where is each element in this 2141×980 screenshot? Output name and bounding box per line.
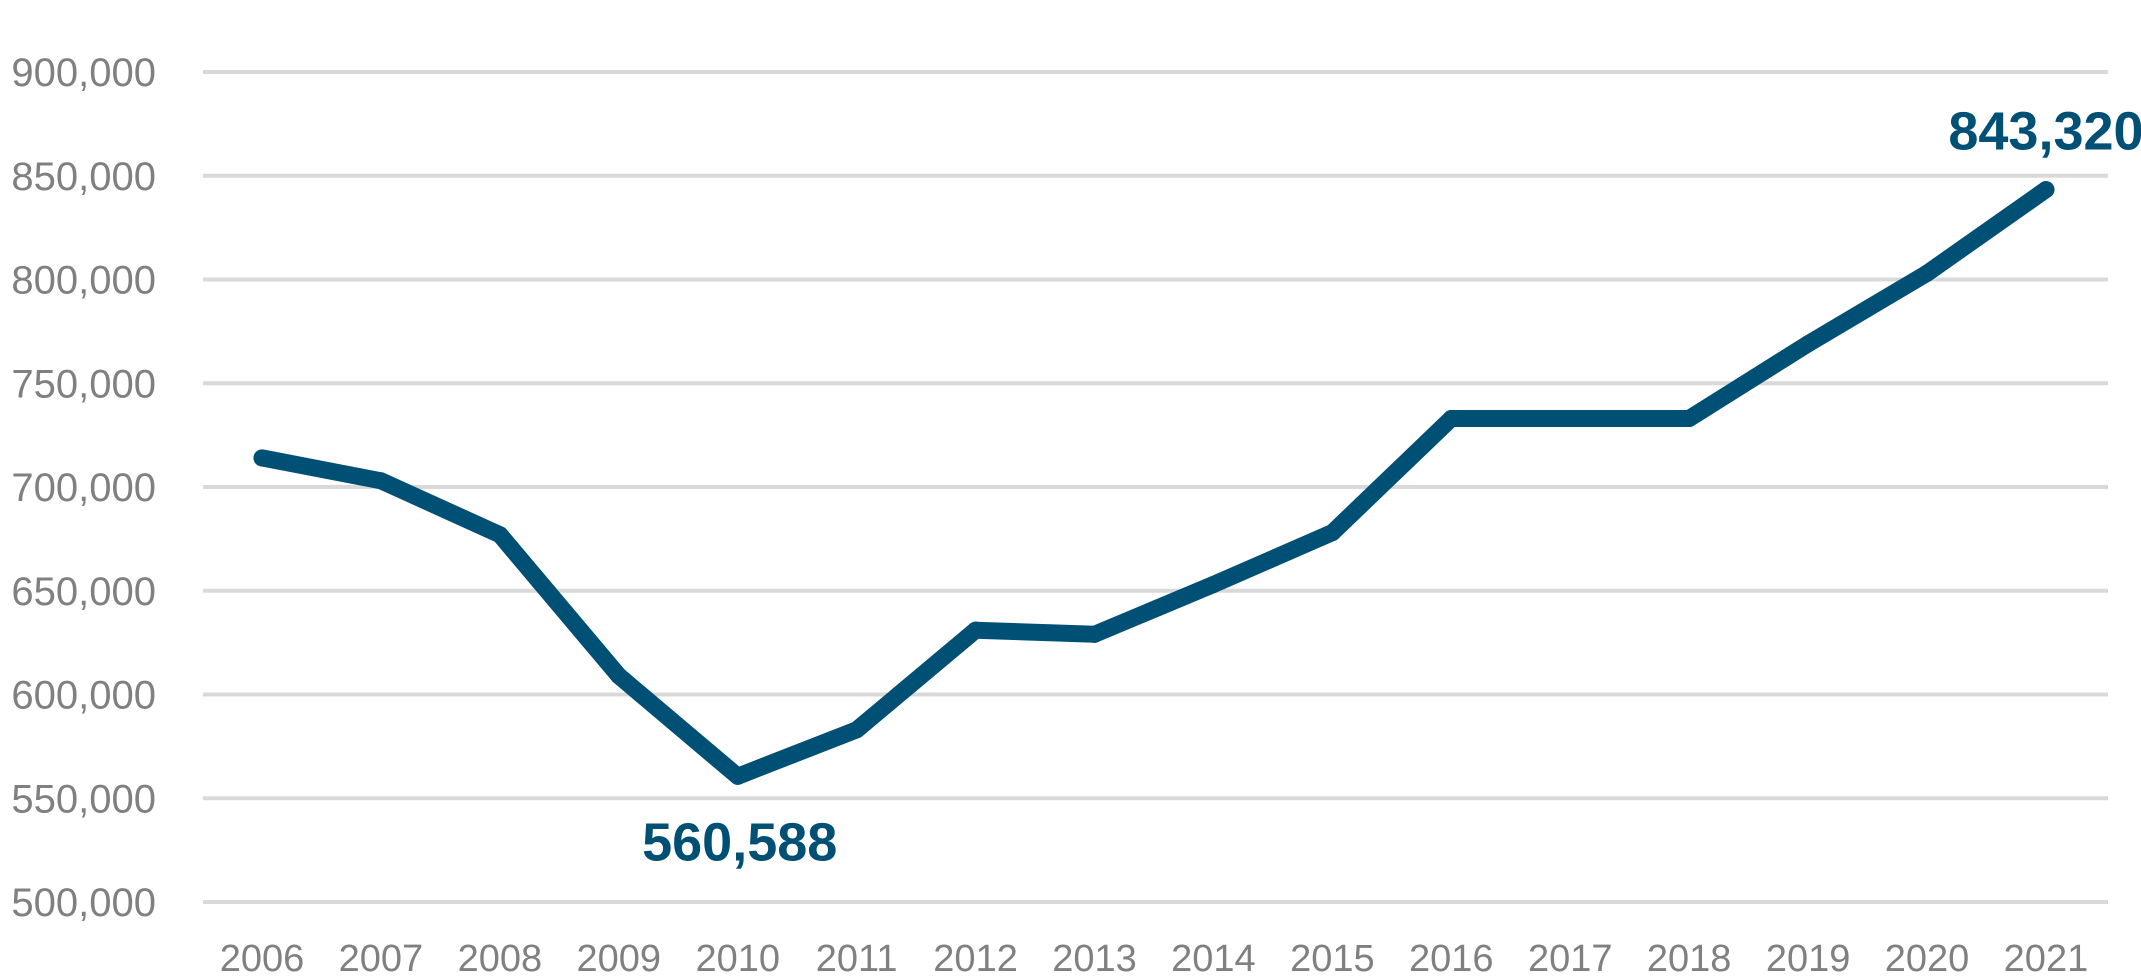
x-tick-label: 2006 (220, 938, 305, 980)
x-tick-label: 2014 (1171, 938, 1256, 980)
y-tick-label: 650,000 (11, 570, 156, 614)
data-point (967, 621, 985, 639)
data-point (1323, 524, 1341, 542)
x-tick-label: 2008 (458, 938, 543, 980)
y-tick-label: 900,000 (11, 51, 156, 95)
x-tick-label: 2019 (1766, 938, 1851, 980)
x-tick-label: 2016 (1409, 938, 1494, 980)
x-tick-label: 2011 (816, 938, 898, 980)
y-tick-label: 500,000 (11, 881, 156, 925)
series-line (253, 181, 2055, 785)
data-point (848, 721, 866, 739)
data-point (1680, 410, 1698, 428)
x-tick-label: 2015 (1290, 938, 1375, 980)
y-tick-label: 600,000 (11, 674, 156, 718)
data-label: 560,588 (642, 812, 837, 872)
x-tick-label: 2021 (2004, 938, 2089, 980)
x-tick-label: 2007 (339, 938, 424, 980)
data-point (1204, 576, 1222, 594)
y-tick-label: 550,000 (11, 777, 156, 821)
data-label: 843,320 (1948, 102, 2141, 162)
x-tick-label: 2020 (1885, 938, 1970, 980)
data-point (2037, 181, 2055, 199)
data-labels: 560,588 843,320 (642, 102, 2141, 873)
y-tick-label: 750,000 (11, 362, 156, 406)
series-layer (253, 181, 2055, 785)
y-axis-tick-labels: 500,000 550,000 600,000 650,000 700,000 750,0… (11, 51, 156, 925)
x-tick-label: 2010 (695, 938, 780, 980)
x-tick-label: 2012 (933, 938, 1018, 980)
gridlines (203, 70, 2108, 904)
x-tick-label: 2013 (1052, 938, 1137, 980)
data-point (1561, 410, 1579, 428)
y-tick-label: 800,000 (11, 259, 156, 303)
y-tick-label: 700,000 (11, 466, 156, 510)
data-point (372, 472, 390, 490)
x-tick-label: 2018 (1647, 938, 1732, 980)
data-point (491, 526, 509, 544)
x-axis-tick-labels: 2006 2007 2008 2009 2010 2011 2012 2013 2014 2015… (220, 938, 2088, 980)
y-tick-label: 850,000 (11, 155, 156, 199)
x-tick-label: 2009 (577, 938, 662, 980)
data-point (610, 667, 628, 685)
data-point (729, 767, 747, 785)
data-point (1799, 335, 1817, 353)
data-point (1442, 410, 1460, 428)
data-point (1918, 264, 1936, 282)
data-point (1086, 625, 1104, 643)
x-tick-label: 2017 (1528, 938, 1613, 980)
data-point (253, 449, 271, 467)
